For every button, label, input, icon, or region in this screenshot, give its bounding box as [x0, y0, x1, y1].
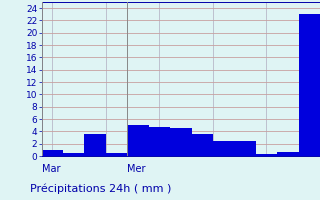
Bar — [42, 150, 63, 156]
Bar — [213, 141, 234, 156]
Bar — [127, 125, 149, 156]
Bar — [84, 134, 106, 156]
Bar — [256, 154, 277, 156]
Bar — [299, 14, 320, 156]
Text: Mer: Mer — [127, 164, 146, 174]
Text: Précipitations 24h ( mm ): Précipitations 24h ( mm ) — [30, 184, 172, 194]
Bar — [191, 134, 213, 156]
Bar — [149, 127, 170, 156]
Text: Mar: Mar — [42, 164, 60, 174]
Bar — [106, 153, 127, 156]
Bar — [277, 152, 299, 156]
Bar — [234, 141, 256, 156]
Bar — [63, 153, 84, 156]
Bar — [170, 128, 191, 156]
